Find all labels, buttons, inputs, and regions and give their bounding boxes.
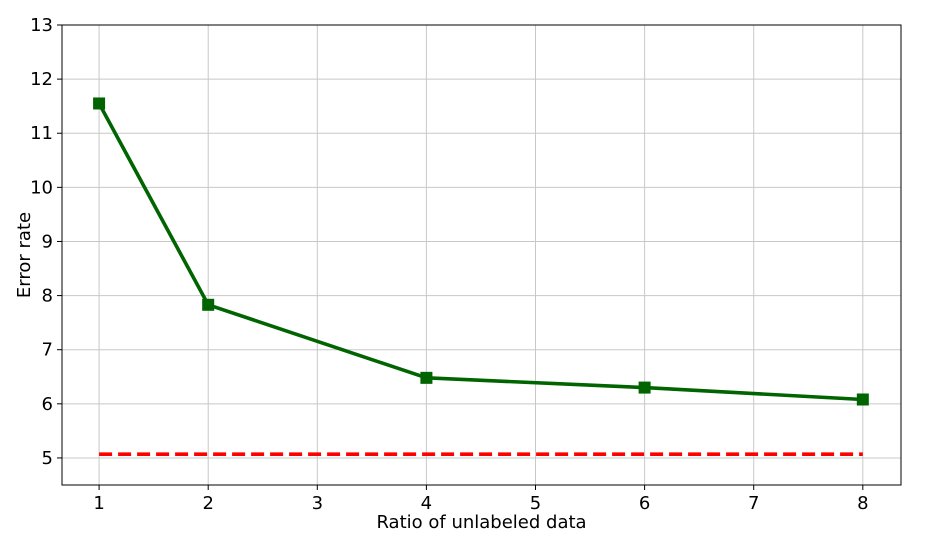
y-tick-label: 5 (42, 448, 53, 469)
y-tick-label: 6 (42, 394, 53, 415)
series-layer (93, 97, 869, 456)
x-tick-label: 4 (421, 493, 432, 514)
y-tick-label: 9 (42, 231, 53, 252)
series-1-marker (856, 393, 869, 406)
x-tick-label: 3 (312, 493, 323, 514)
x-tick-label: 8 (857, 493, 868, 514)
series-1-marker (93, 97, 106, 110)
y-tick-label: 12 (30, 69, 53, 90)
x-tick-label: 6 (639, 493, 650, 514)
series-1-marker (638, 381, 651, 394)
y-tick-label: 10 (30, 177, 53, 198)
y-tick-label: 7 (42, 340, 53, 361)
y-tick-label: 8 (42, 286, 53, 307)
x-axis-label: Ratio of unlabeled data (376, 512, 586, 533)
plot-frame (61, 24, 902, 486)
y-tick-label: 13 (30, 15, 53, 36)
y-tick-label: 11 (30, 123, 53, 144)
x-tick-label: 1 (93, 493, 104, 514)
y-axis-label: Error rate (14, 212, 35, 298)
x-tick-label: 5 (530, 493, 541, 514)
series-1-marker (202, 298, 215, 311)
series-1-marker (420, 371, 433, 384)
x-tick-label: 2 (202, 493, 213, 514)
x-tick-label: 7 (748, 493, 759, 514)
